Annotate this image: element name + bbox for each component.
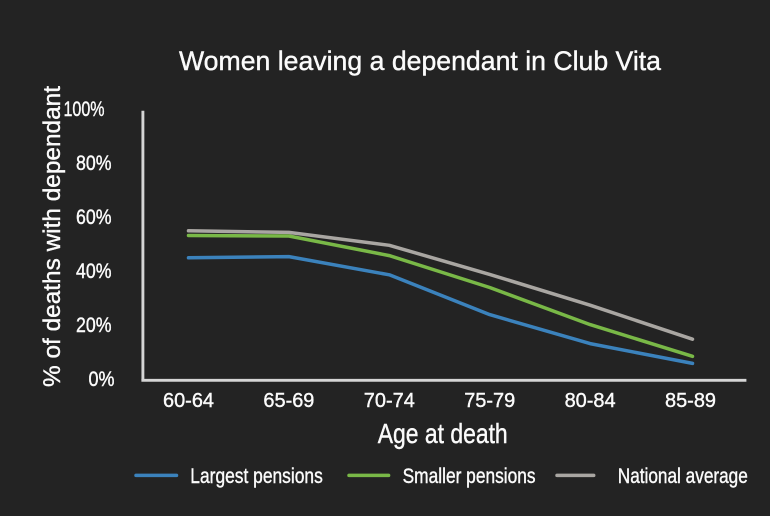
svg-text:Largest pensions: Largest pensions <box>190 465 322 488</box>
svg-text:60%: 60% <box>76 206 112 229</box>
svg-text:% of deaths with dependant: % of deaths with dependant <box>39 86 66 387</box>
svg-text:Age at death: Age at death <box>378 418 508 449</box>
svg-text:Women leaving a dependant in C: Women leaving a dependant in Club Vita <box>179 46 662 76</box>
svg-text:80%: 80% <box>76 152 112 175</box>
svg-text:20%: 20% <box>76 314 112 337</box>
svg-text:0%: 0% <box>89 368 115 391</box>
svg-text:National average: National average <box>618 465 748 488</box>
svg-text:Smaller pensions: Smaller pensions <box>403 465 536 488</box>
svg-text:65-69: 65-69 <box>263 389 314 412</box>
svg-text:100%: 100% <box>64 98 105 121</box>
svg-text:85-89: 85-89 <box>665 389 716 412</box>
svg-text:70-74: 70-74 <box>364 389 415 412</box>
svg-text:40%: 40% <box>76 260 112 283</box>
svg-text:80-84: 80-84 <box>565 389 616 412</box>
svg-text:60-64: 60-64 <box>163 389 214 412</box>
svg-text:75-79: 75-79 <box>464 389 515 412</box>
